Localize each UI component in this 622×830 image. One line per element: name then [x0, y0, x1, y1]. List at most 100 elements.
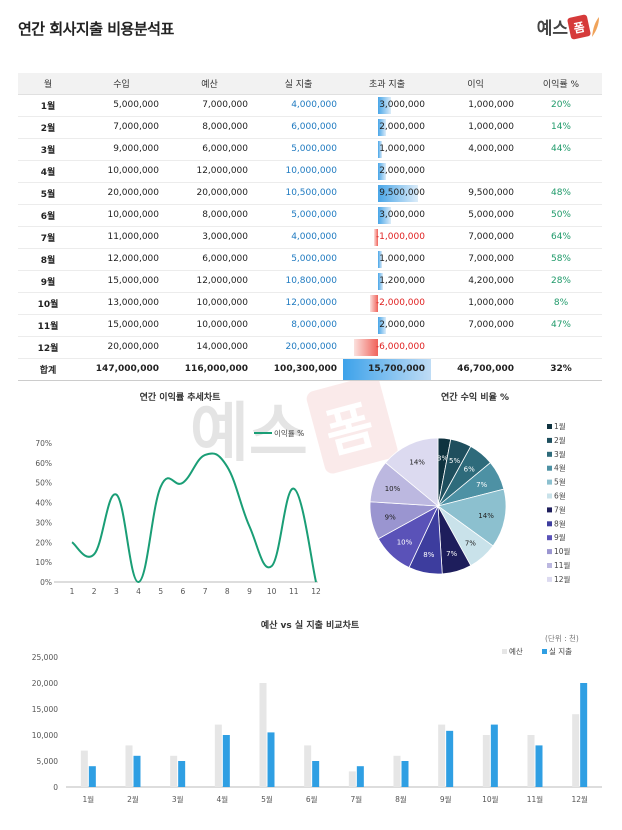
total-rate: 32% [520, 357, 602, 381]
header-month: 월 [18, 73, 78, 95]
y-tick-label: 40% [35, 499, 52, 508]
table-row: 9월 15,000,000 12,000,000 10,800,000 1,200,00… [18, 270, 602, 293]
unit-note: (단위 : 천) [545, 634, 579, 643]
pie-legend-label: 10월 [554, 546, 571, 556]
month-cell: 11월 [18, 314, 78, 337]
pie-chart-title: 연간 수익 비율 % [440, 393, 510, 403]
budget-bar [259, 683, 267, 787]
budget-bar [80, 750, 88, 787]
y-tick-label: 30% [35, 518, 52, 527]
y-tick-label: 60% [35, 459, 52, 468]
rate-cell: 8% [520, 292, 602, 315]
income-cell: 15,000,000 [78, 270, 165, 293]
over-cell: 3,000,000 [343, 94, 431, 117]
bar-x-tick-label: 10월 [482, 794, 499, 804]
bar-x-tick-label: 5월 [261, 794, 273, 804]
pie-legend-swatch [547, 549, 552, 555]
over-data-bar [378, 206, 391, 224]
rate-cell: 20% [520, 94, 602, 117]
bar-x-tick-label: 12월 [571, 794, 588, 804]
header-profit: 이익 [431, 73, 520, 95]
actual-cell: 12,000,000 [254, 292, 343, 315]
logo-badge: 폼 [566, 13, 592, 40]
budget-cell: 6,000,000 [165, 138, 254, 161]
rate-cell: 50% [520, 204, 602, 227]
over-data-bar [378, 250, 383, 268]
table-header-row: 월 수입 예산 실 지출 초과 지출 이익 이익률 % [18, 73, 602, 95]
budget-cell: 6,000,000 [165, 248, 254, 271]
over-cell: 2,000,000 [343, 160, 431, 183]
table-row: 11월 15,000,000 10,000,000 8,000,000 2,000,00… [18, 314, 602, 337]
x-tick-label: 3 [114, 587, 119, 596]
actual-bar [312, 761, 320, 787]
rate-cell: 28% [520, 270, 602, 293]
pie-label: 7% [446, 550, 457, 558]
budget-cell: 10,000,000 [165, 314, 254, 337]
pie-label: 7% [465, 540, 476, 548]
income-cell: 10,000,000 [78, 204, 165, 227]
month-cell: 12월 [18, 336, 78, 359]
over-data-bar [378, 272, 384, 290]
bar-x-tick-label: 8월 [395, 794, 407, 804]
profit-cell: 9,500,000 [431, 182, 520, 205]
pie-label: 10% [385, 485, 401, 493]
pie-legend-swatch [547, 563, 552, 568]
month-cell: 6월 [18, 204, 78, 227]
budget-cell: 3,000,000 [165, 226, 254, 249]
income-cell: 12,000,000 [78, 248, 165, 271]
month-cell: 4월 [18, 160, 78, 183]
income-cell: 15,000,000 [78, 314, 165, 337]
profit-cell: 5,000,000 [431, 204, 520, 227]
y-tick-label: 20% [35, 538, 52, 547]
pie-legend-label: 1월 [554, 421, 566, 431]
actual-cell: 5,000,000 [254, 138, 343, 161]
header-over: 초과 지출 [343, 73, 431, 95]
total-label: 합계 [18, 357, 78, 381]
month-cell: 1월 [18, 94, 78, 117]
budget-bar [482, 735, 490, 787]
over-data-bar [378, 184, 418, 202]
income-cell: 20,000,000 [78, 336, 165, 359]
actual-bar [535, 745, 543, 787]
income-cell: 20,000,000 [78, 182, 165, 205]
bar-x-tick-label: 2월 [127, 794, 139, 804]
rate-cell: 47% [520, 314, 602, 337]
x-tick-label: 12 [311, 587, 321, 596]
y-tick-label: 50% [35, 479, 52, 488]
profit-cell: 4,000,000 [431, 138, 520, 161]
income-cell: 13,000,000 [78, 292, 165, 315]
month-cell: 2월 [18, 116, 78, 139]
budget-cell: 12,000,000 [165, 270, 254, 293]
budget-bar [393, 755, 401, 787]
actual-cell: 5,000,000 [254, 204, 343, 227]
x-tick-label: 10 [267, 587, 277, 596]
budget-bar [214, 724, 222, 787]
table-row: 2월 7,000,000 8,000,000 6,000,000 2,000,000 1,… [18, 116, 602, 139]
actual-bar [222, 735, 230, 787]
y-tick-label: 70% [35, 439, 52, 448]
pie-legend-swatch [547, 424, 552, 429]
over-cell: 1,200,000 [343, 270, 431, 293]
over-value: -6,000,000 [375, 341, 425, 352]
month-cell: 9월 [18, 270, 78, 293]
y-tick-label: 10% [35, 558, 52, 567]
pie-slice [385, 437, 439, 507]
over-data-bar [374, 228, 378, 246]
income-cell: 5,000,000 [78, 94, 165, 117]
pie-legend-swatch [547, 479, 552, 485]
over-data-bar [378, 96, 391, 114]
profit-cell: 7,000,000 [431, 248, 520, 271]
budget-bar [348, 771, 356, 787]
profit-cell [431, 336, 520, 359]
x-tick-label: 5 [158, 587, 163, 596]
actual-bar [401, 761, 409, 787]
bar-legend-swatch [542, 649, 547, 654]
actual-cell: 4,000,000 [254, 94, 343, 117]
income-cell: 10,000,000 [78, 160, 165, 183]
bar-x-tick-label: 11월 [527, 794, 544, 804]
profit-cell: 7,000,000 [431, 314, 520, 337]
over-data-bar [370, 294, 378, 312]
profit-cell: 1,000,000 [431, 94, 520, 117]
over-cell: 2,000,000 [343, 314, 431, 337]
budget-cell: 7,000,000 [165, 94, 254, 117]
